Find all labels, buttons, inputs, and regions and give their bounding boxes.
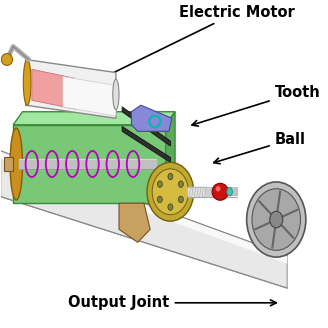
Ellipse shape: [247, 182, 306, 257]
Ellipse shape: [252, 189, 300, 250]
Polygon shape: [63, 76, 116, 116]
Ellipse shape: [178, 181, 183, 187]
Polygon shape: [119, 203, 150, 242]
Circle shape: [1, 53, 12, 65]
Text: Electric Motor: Electric Motor: [105, 5, 295, 77]
Ellipse shape: [157, 181, 162, 187]
Polygon shape: [32, 69, 75, 109]
Polygon shape: [166, 112, 175, 203]
Text: Ball: Ball: [214, 132, 306, 164]
Polygon shape: [26, 59, 116, 118]
Ellipse shape: [10, 128, 23, 200]
Ellipse shape: [113, 79, 119, 110]
Ellipse shape: [152, 169, 189, 215]
Polygon shape: [13, 125, 166, 203]
Polygon shape: [132, 105, 172, 131]
Ellipse shape: [178, 196, 183, 203]
Polygon shape: [4, 157, 13, 171]
Text: Tooth: Tooth: [192, 85, 320, 126]
Circle shape: [215, 186, 220, 192]
Text: Output Joint: Output Joint: [69, 295, 276, 310]
Polygon shape: [1, 151, 287, 288]
Ellipse shape: [157, 196, 162, 203]
Ellipse shape: [168, 173, 173, 180]
Ellipse shape: [270, 211, 283, 228]
Ellipse shape: [168, 204, 173, 210]
Circle shape: [212, 183, 228, 200]
Ellipse shape: [23, 59, 31, 105]
Polygon shape: [122, 107, 170, 146]
Polygon shape: [1, 151, 287, 264]
Polygon shape: [122, 126, 170, 162]
Polygon shape: [13, 112, 175, 125]
Ellipse shape: [227, 188, 232, 196]
Ellipse shape: [147, 162, 194, 221]
